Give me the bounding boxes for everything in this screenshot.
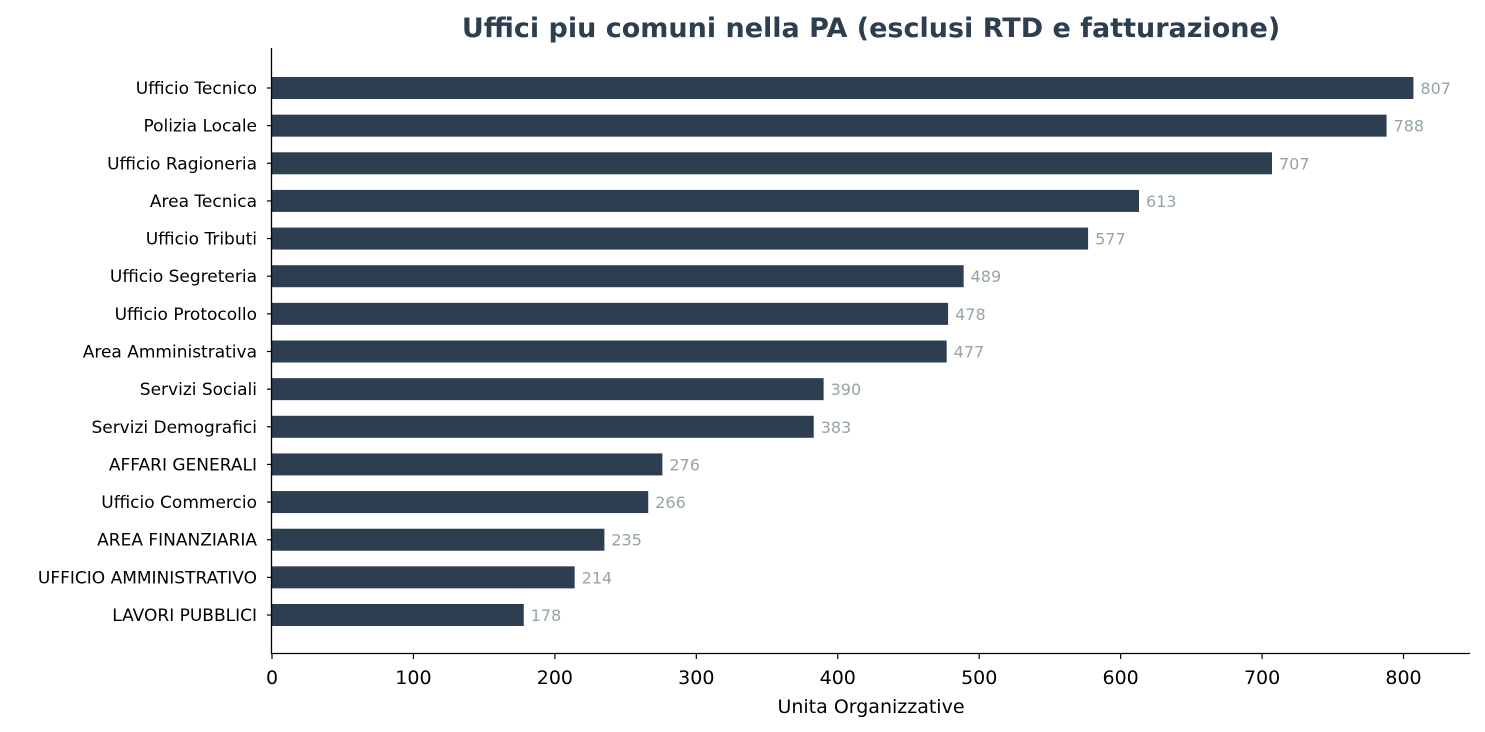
- value-label: 214: [582, 568, 613, 587]
- x-tick-label: 200: [537, 667, 573, 689]
- x-tick-label: 500: [961, 667, 997, 689]
- category-label: Ufficio Segreteria: [110, 267, 257, 287]
- chart-title: Uffici piu comuni nella PA (esclusi RTD …: [462, 13, 1280, 44]
- bar: [272, 528, 605, 551]
- bar: [272, 189, 1140, 212]
- bars-group: [272, 77, 1414, 626]
- category-label: AFFARI GENERALI: [109, 455, 257, 475]
- value-label: 390: [831, 380, 862, 399]
- bar: [272, 114, 1387, 137]
- value-label: 266: [655, 493, 686, 512]
- bar: [272, 152, 1272, 175]
- bar: [272, 566, 575, 589]
- value-label: 178: [531, 606, 562, 625]
- bar: [272, 604, 524, 626]
- value-label: 577: [1095, 230, 1126, 249]
- category-label: Ufficio Commercio: [101, 493, 257, 513]
- value-label: 383: [821, 418, 852, 437]
- value-label: 235: [611, 531, 642, 550]
- x-axis-title: Unita Organizzative: [777, 696, 964, 718]
- category-label: Ufficio Tributi: [146, 230, 257, 250]
- category-label: AREA FINANZIARIA: [97, 531, 257, 551]
- bar: [272, 227, 1089, 250]
- category-labels-group: Ufficio Tecnico Polizia Locale Ufficio Rag…: [38, 79, 272, 626]
- bar: [272, 265, 964, 288]
- bar: [272, 415, 814, 438]
- value-label: 707: [1279, 154, 1310, 173]
- category-label: Servizi Demografici: [91, 418, 257, 438]
- category-label: Area Tecnica: [150, 192, 257, 212]
- bar: [272, 302, 949, 325]
- bar: [272, 340, 947, 363]
- category-label: Polizia Locale: [144, 117, 257, 137]
- x-tick-label: 700: [1244, 667, 1280, 689]
- category-label: Area Amministrativa: [83, 343, 257, 363]
- value-label: 489: [971, 267, 1002, 286]
- category-label: Servizi Sociali: [140, 380, 257, 400]
- value-label: 478: [955, 305, 986, 324]
- category-label: Ufficio Ragioneria: [107, 154, 257, 174]
- value-label: 788: [1394, 117, 1425, 136]
- x-tick-label: 400: [820, 667, 856, 689]
- x-tick-label: 600: [1103, 667, 1139, 689]
- category-label: UFFICIO AMMINISTRATIVO: [38, 568, 257, 588]
- value-label: 276: [669, 455, 700, 474]
- value-label: 477: [954, 343, 985, 362]
- x-ticks-group: 0 100 200 300 400 500 600 700 800: [266, 653, 1422, 689]
- bar: [272, 77, 1414, 99]
- x-tick-label: 300: [678, 667, 714, 689]
- x-tick-label: 800: [1385, 667, 1421, 689]
- value-labels-group: 807 788 707 613 577 489 478 477 390 383 276 266 235 2…: [531, 79, 1451, 625]
- category-label: Ufficio Tecnico: [136, 79, 257, 99]
- category-label: LAVORI PUBBLICI: [112, 606, 257, 626]
- x-tick-label: 0: [266, 667, 278, 689]
- bar: [272, 491, 649, 514]
- category-label: Ufficio Protocollo: [115, 305, 257, 325]
- bar: [272, 453, 663, 476]
- value-label: 613: [1146, 192, 1177, 211]
- x-tick-label: 100: [395, 667, 431, 689]
- bar: [272, 378, 824, 401]
- value-label: 807: [1420, 79, 1451, 98]
